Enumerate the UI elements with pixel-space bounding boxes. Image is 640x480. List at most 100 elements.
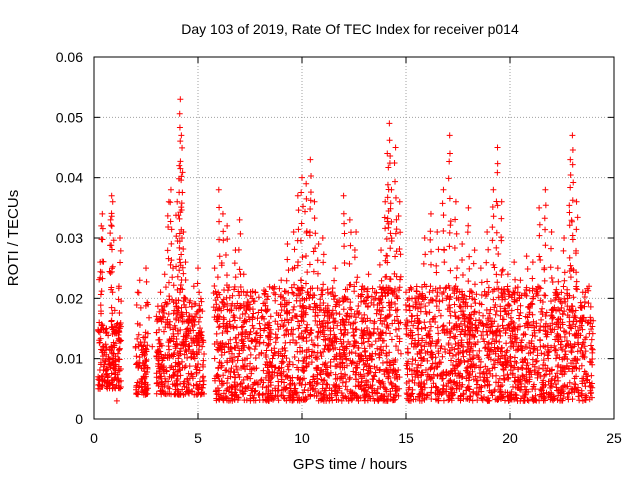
data-point (512, 276, 519, 283)
data-point (154, 355, 161, 362)
data-point (251, 298, 258, 305)
data-point (330, 346, 337, 353)
data-point (332, 292, 339, 299)
data-point (299, 367, 306, 374)
x-tick-label: 15 (398, 430, 414, 446)
data-point (222, 252, 229, 259)
data-point (404, 395, 411, 402)
data-point (422, 303, 429, 310)
data-point (427, 366, 434, 373)
data-point (116, 345, 123, 352)
data-point (102, 346, 109, 353)
data-point (339, 379, 346, 386)
data-point (272, 331, 279, 338)
data-point (423, 339, 430, 346)
data-point (223, 322, 230, 329)
data-point (427, 210, 434, 217)
data-point (379, 304, 386, 311)
data-point (393, 391, 400, 398)
data-point (388, 301, 395, 308)
data-point (255, 309, 262, 316)
data-point (346, 260, 353, 267)
data-point (542, 186, 549, 193)
data-point (542, 202, 549, 209)
data-point (396, 276, 403, 283)
data-point (476, 309, 483, 316)
data-point (216, 253, 223, 260)
data-point (492, 332, 499, 339)
data-point (490, 348, 497, 355)
data-point (555, 306, 562, 313)
data-point (587, 303, 594, 310)
data-point (213, 397, 220, 404)
data-point (443, 368, 450, 375)
data-point (365, 271, 372, 278)
data-point (319, 235, 326, 241)
data-point (236, 315, 243, 322)
data-point (319, 291, 326, 298)
data-point (484, 315, 491, 322)
data-point (492, 311, 499, 318)
data-point (364, 294, 371, 301)
data-point (188, 354, 195, 361)
data-point (112, 361, 119, 368)
data-point (383, 350, 390, 357)
data-point (406, 286, 413, 293)
data-point (253, 329, 260, 336)
data-point (324, 370, 331, 377)
data-point (178, 207, 185, 214)
data-point (387, 200, 394, 207)
data-point (451, 335, 458, 342)
data-point (188, 339, 195, 346)
data-point (220, 228, 227, 235)
data-point (428, 395, 435, 402)
data-point (451, 301, 458, 308)
data-point (104, 385, 111, 392)
data-point (414, 305, 421, 312)
data-point (419, 335, 426, 342)
data-point (588, 326, 595, 333)
data-point (392, 194, 399, 201)
data-point (295, 258, 302, 265)
data-point (331, 356, 338, 363)
data-point (421, 381, 428, 388)
data-point (238, 380, 245, 387)
data-point (304, 321, 311, 328)
data-point (228, 357, 235, 364)
data-point (343, 378, 350, 385)
data-point (562, 329, 569, 336)
data-point (558, 386, 565, 393)
data-point (262, 352, 269, 359)
data-point (581, 379, 588, 386)
data-point (342, 326, 349, 333)
data-point (233, 305, 240, 312)
data-point (272, 392, 279, 399)
data-point (333, 309, 340, 316)
data-point (360, 339, 367, 346)
data-point (314, 334, 321, 341)
data-point (197, 295, 204, 302)
data-point (439, 200, 446, 207)
data-point (100, 326, 107, 333)
data-point (540, 390, 547, 397)
data-point (491, 264, 498, 271)
data-point (536, 336, 543, 343)
data-point (473, 384, 480, 391)
data-point (375, 335, 382, 342)
data-point (170, 282, 177, 289)
y-axis-ticks: 00.010.020.030.040.050.06 (56, 49, 614, 427)
data-point (493, 379, 500, 386)
data-point (483, 328, 490, 335)
data-point (156, 365, 163, 372)
data-point (293, 297, 300, 304)
data-point (484, 278, 491, 285)
data-point (342, 372, 349, 379)
data-point (471, 333, 478, 340)
data-point (523, 284, 530, 291)
data-point (461, 358, 468, 365)
data-point (176, 124, 183, 131)
data-point (142, 371, 149, 378)
data-point (408, 318, 415, 325)
data-point (154, 379, 161, 386)
data-point (144, 330, 151, 337)
